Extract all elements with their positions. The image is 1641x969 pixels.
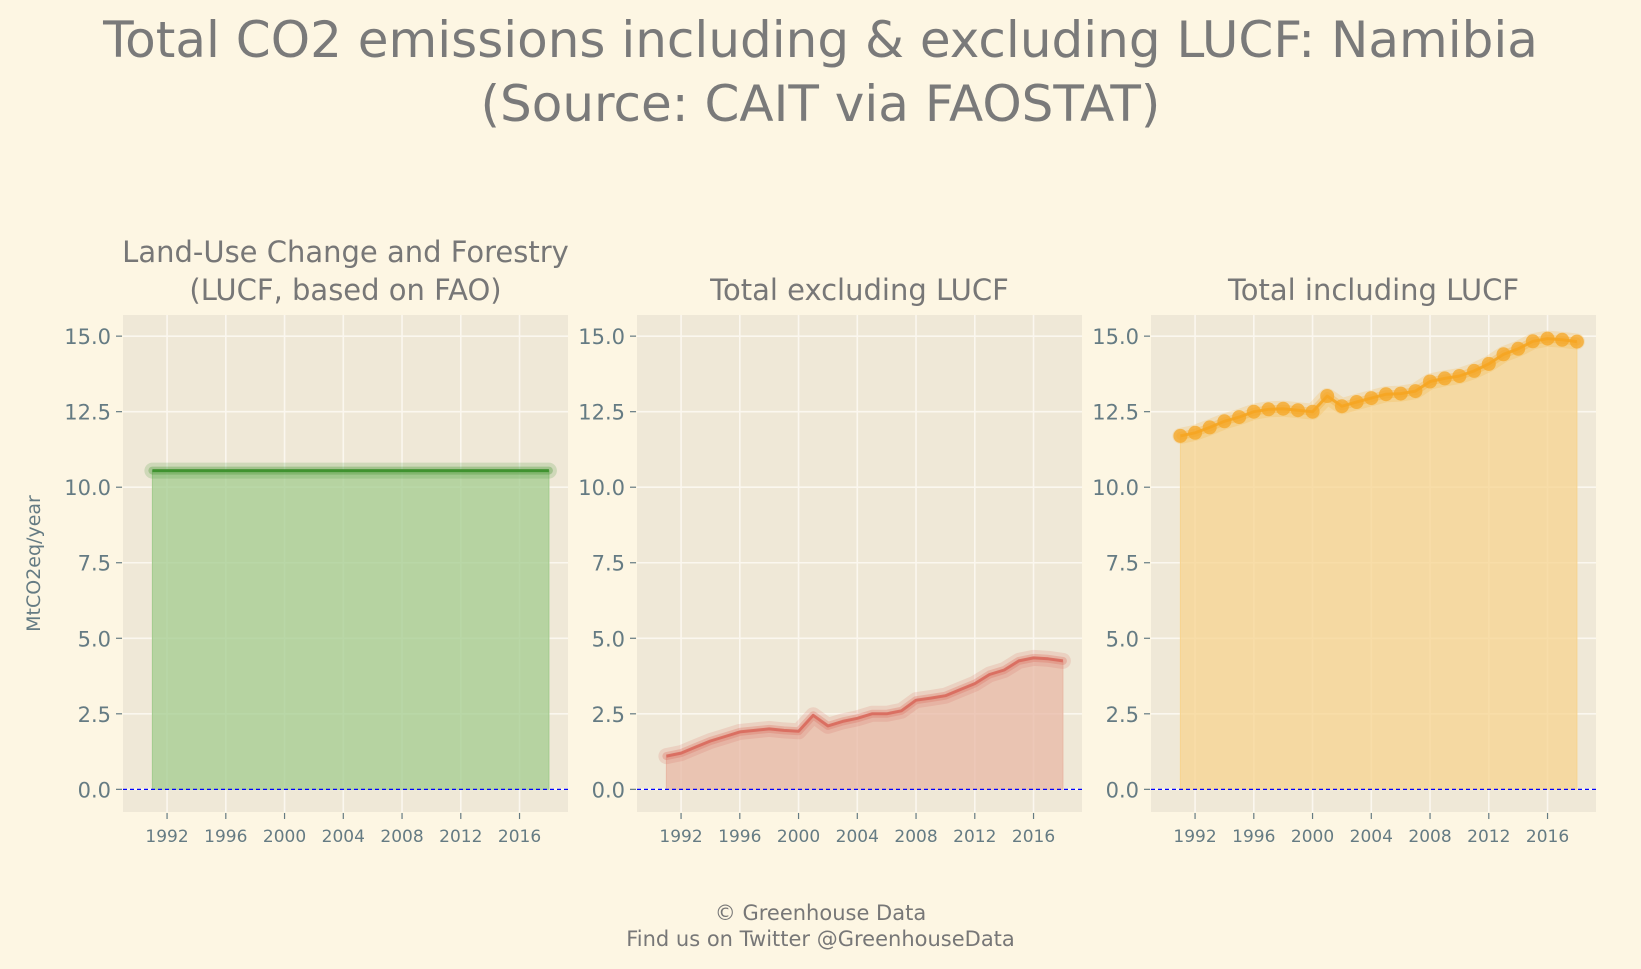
data-point xyxy=(1467,363,1482,378)
y-tick-label: 15.0 xyxy=(1092,325,1139,349)
x-tick-label: 1992 xyxy=(1173,827,1216,847)
y-tick-label: 7.5 xyxy=(592,552,625,576)
data-point xyxy=(1555,332,1570,347)
data-point xyxy=(1173,428,1188,443)
x-tick-label: 2008 xyxy=(894,827,937,847)
data-point xyxy=(1276,401,1291,416)
data-point xyxy=(1569,334,1584,349)
data-point xyxy=(1496,347,1511,362)
y-tick-label: 5.0 xyxy=(78,627,111,651)
main-title: Total CO2 emissions including & excludin… xyxy=(103,11,1538,133)
x-tick-label: 2012 xyxy=(439,827,482,847)
data-point xyxy=(1525,334,1540,349)
data-point xyxy=(1349,395,1364,409)
x-tick-label: 1992 xyxy=(659,827,702,847)
panel-1: 0.0 2.5 5.0 7.5 10.0 12.5 15.0 1992 1996 2000 2004… xyxy=(23,235,569,847)
y-tick-label: 12.5 xyxy=(64,401,111,425)
y-tick-label: 10.0 xyxy=(1092,476,1139,500)
data-point xyxy=(1540,331,1555,346)
data-point xyxy=(1217,414,1232,429)
footer-twitter: Find us on Twitter @GreenhouseData xyxy=(626,927,1015,951)
data-point xyxy=(1246,404,1261,419)
data-point xyxy=(1437,371,1452,386)
x-tick-label: 1996 xyxy=(1232,827,1275,847)
data-point xyxy=(1452,369,1467,383)
y-tick-label: 15.0 xyxy=(578,325,625,349)
series-area xyxy=(151,470,550,790)
y-tick-label: 0.0 xyxy=(78,778,111,802)
x-tick-label: 2000 xyxy=(263,827,306,847)
panel-title: Total including LUCF xyxy=(1227,273,1519,307)
y-tick-label: 0.0 xyxy=(1106,778,1139,802)
y-tick-label: 12.5 xyxy=(578,401,625,425)
x-tick-label: 2012 xyxy=(953,827,996,847)
panel-title: Land-Use Change and Forestry (LUCF, based… xyxy=(122,235,569,307)
data-point xyxy=(1261,402,1276,417)
y-tick-label: 2.5 xyxy=(592,703,625,727)
footer: © Greenhouse Data Find us on Twitter @Gr… xyxy=(0,900,1641,952)
data-point xyxy=(1334,399,1349,414)
x-tick-label: 2008 xyxy=(1408,827,1451,847)
panel-3: 0.0 2.5 5.0 7.5 10.0 12.5 15.0 1992 1996 2000 2004… xyxy=(1092,273,1596,847)
x-tick-label: 2016 xyxy=(498,827,541,847)
y-tick-label: 15.0 xyxy=(64,325,111,349)
x-tick-label: 2008 xyxy=(380,827,423,847)
data-point xyxy=(1408,384,1423,399)
data-point xyxy=(1232,410,1247,425)
x-tick-label: 2000 xyxy=(777,827,820,847)
x-tick-label: 2004 xyxy=(1350,827,1393,847)
x-tick-label: 2004 xyxy=(322,827,365,847)
x-tick-label: 2004 xyxy=(836,827,879,847)
data-point xyxy=(1379,387,1393,402)
data-point xyxy=(1423,374,1437,389)
data-point xyxy=(1481,356,1496,371)
data-point xyxy=(1393,386,1408,401)
data-point xyxy=(1364,391,1379,406)
x-tick-label: 1992 xyxy=(145,827,188,847)
y-tick-label: 2.5 xyxy=(1106,703,1139,727)
y-tick-label: 5.0 xyxy=(592,627,625,651)
data-point xyxy=(1290,403,1305,418)
y-tick-label: 0.0 xyxy=(592,778,625,802)
x-tick-label: 1996 xyxy=(718,827,761,847)
series-line xyxy=(1180,337,1578,438)
x-tick-label: 2012 xyxy=(1467,827,1510,847)
y-tick-label: 10.0 xyxy=(64,476,111,500)
panel-title: Total excluding LUCF xyxy=(709,273,1009,307)
y-tick-label: 5.0 xyxy=(1106,627,1139,651)
x-tick-label: 1996 xyxy=(204,827,247,847)
y-tick-label: 12.5 xyxy=(1092,401,1139,425)
y-tick-label: 7.5 xyxy=(1106,552,1139,576)
data-point xyxy=(1188,425,1203,440)
y-tick-label: 7.5 xyxy=(78,552,111,576)
data-point xyxy=(1511,341,1526,356)
x-tick-label: 2000 xyxy=(1291,827,1334,847)
y-tick-label: 2.5 xyxy=(78,703,111,727)
footer-copyright: © Greenhouse Data xyxy=(714,901,927,925)
x-tick-label: 2016 xyxy=(1012,827,1055,847)
series-line xyxy=(666,656,1064,758)
x-tick-label: 2016 xyxy=(1526,827,1569,847)
data-point xyxy=(1305,404,1320,419)
data-point xyxy=(1202,420,1217,435)
y-axis-label: MtCO2eq/year xyxy=(23,495,45,632)
data-point xyxy=(1320,389,1335,403)
panel-2: 0.0 2.5 5.0 7.5 10.0 12.5 15.0 1992 1996 2000 2004… xyxy=(578,273,1082,847)
y-tick-label: 10.0 xyxy=(578,476,625,500)
